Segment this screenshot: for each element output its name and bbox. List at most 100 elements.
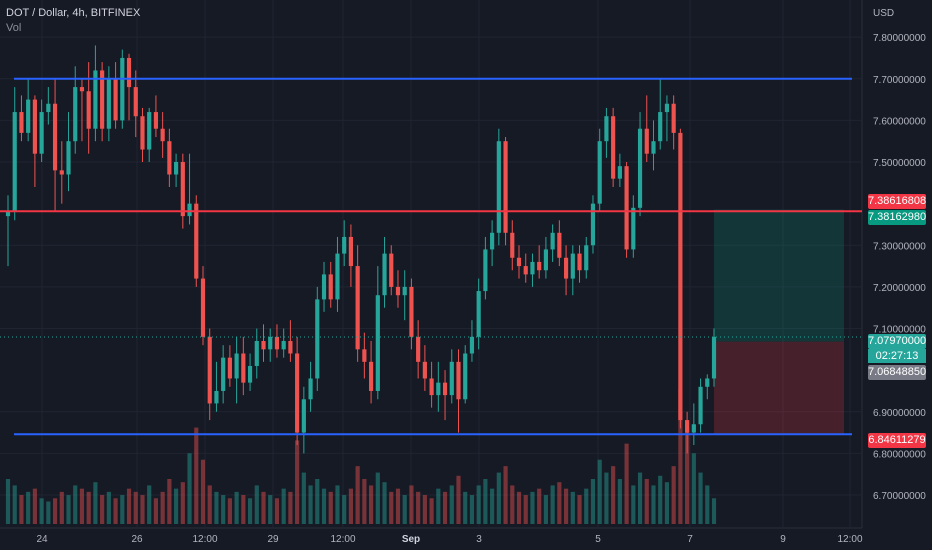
- volume-bar: [200, 459, 206, 524]
- x-tick-label: 9: [780, 534, 786, 545]
- volume-bar: [315, 479, 320, 524]
- y-tick-label: 7.70000000: [873, 75, 926, 86]
- volume-bar: [268, 495, 273, 524]
- x-tick-label: 3: [476, 534, 482, 545]
- volume-bar: [221, 495, 226, 524]
- candle-body: [261, 341, 266, 350]
- candle-body: [543, 249, 548, 271]
- volume-bar: [631, 485, 636, 524]
- x-tick-label: 12:00: [330, 534, 355, 545]
- chart-header: DOT / Dollar, 4h, BITFINEX Vol: [6, 6, 140, 36]
- candle-body: [516, 257, 522, 267]
- volume-bar: [234, 491, 239, 524]
- candle-body: [194, 203, 199, 279]
- volume-bar: [503, 466, 508, 524]
- candle-body: [402, 286, 407, 296]
- y-tick-label: 6.80000000: [873, 449, 926, 460]
- candle-body: [133, 87, 138, 117]
- y-tick-label: 7.10000000: [873, 325, 926, 336]
- volume-indicator-label: Vol: [6, 22, 22, 34]
- volume-bar: [611, 466, 616, 524]
- candle-body: [483, 249, 488, 292]
- volume-bar: [93, 482, 98, 524]
- candle-body: [469, 336, 475, 354]
- candle-body: [234, 353, 239, 379]
- x-tick-label: 12:00: [837, 534, 862, 545]
- x-tick-label: 12:00: [192, 534, 217, 545]
- candle-body: [342, 236, 347, 254]
- candle-body: [678, 132, 683, 421]
- candle-body: [113, 78, 118, 121]
- volume-bar: [32, 488, 37, 524]
- y-tick-label: 7.60000000: [873, 116, 926, 127]
- candle-body: [5, 211, 11, 217]
- volume-bar: [705, 485, 710, 524]
- volume-bar: [422, 495, 427, 524]
- candle-body: [664, 103, 670, 113]
- candle-body: [140, 116, 145, 150]
- volume-bar: [174, 488, 179, 524]
- volume-bar: [288, 491, 293, 524]
- candle-body: [523, 266, 528, 275]
- candle-body: [295, 353, 300, 433]
- candle-body: [126, 57, 132, 88]
- candle-body: [429, 378, 434, 396]
- candle-body: [315, 299, 320, 379]
- candle-body: [73, 87, 78, 142]
- candle-body: [227, 357, 232, 379]
- candle-body: [389, 253, 394, 287]
- candle-body: [644, 128, 649, 154]
- volume-bar: [617, 479, 622, 524]
- candle-body: [550, 232, 555, 250]
- volume-bar: [685, 427, 690, 524]
- candle-body: [631, 207, 636, 250]
- candle-body: [604, 116, 609, 142]
- volume-bar: [59, 491, 64, 524]
- volume-bar: [160, 491, 165, 524]
- candle-body: [490, 232, 495, 250]
- currency-label: USD: [873, 8, 894, 19]
- volume-bar: [496, 472, 501, 524]
- candle-body: [153, 112, 159, 129]
- candle-body: [254, 341, 259, 366]
- candle-body: [382, 253, 387, 296]
- volume-bar: [348, 488, 353, 524]
- candle-body: [241, 353, 246, 383]
- volume-bar: [469, 495, 475, 524]
- candle-body: [369, 361, 374, 391]
- volume-bar: [362, 479, 367, 524]
- volume-bar: [328, 491, 333, 524]
- volume-bar: [26, 491, 31, 524]
- volume-bar: [463, 491, 468, 524]
- volume-bar: [604, 472, 609, 524]
- volume-bar: [442, 491, 448, 524]
- candle-body: [597, 141, 602, 204]
- x-tick-label: 26: [131, 534, 143, 545]
- candle-body: [409, 286, 414, 337]
- candle-body: [463, 353, 468, 400]
- volume-bar: [295, 440, 300, 524]
- candle-body: [39, 112, 44, 154]
- candle-body: [335, 253, 340, 300]
- volume-bar: [241, 495, 246, 524]
- candle-body: [584, 245, 589, 271]
- volume-bar: [664, 482, 670, 524]
- volume-bar: [550, 485, 555, 524]
- volume-bar: [19, 495, 24, 524]
- volume-bar: [355, 466, 360, 524]
- candle-body: [321, 274, 327, 300]
- volume-bar: [247, 498, 253, 524]
- candle-body: [66, 141, 71, 175]
- candle-body: [496, 141, 501, 233]
- candle-body: [174, 162, 179, 175]
- candle-body: [355, 266, 360, 350]
- candle-body: [658, 112, 663, 142]
- volume-bar: [261, 491, 266, 524]
- candle-body: [160, 128, 165, 142]
- volume-bar: [523, 495, 528, 524]
- y-tick-label: 7.80000000: [873, 33, 926, 44]
- candle-body: [685, 420, 690, 433]
- candle-body: [416, 336, 421, 362]
- candle-body: [274, 336, 280, 350]
